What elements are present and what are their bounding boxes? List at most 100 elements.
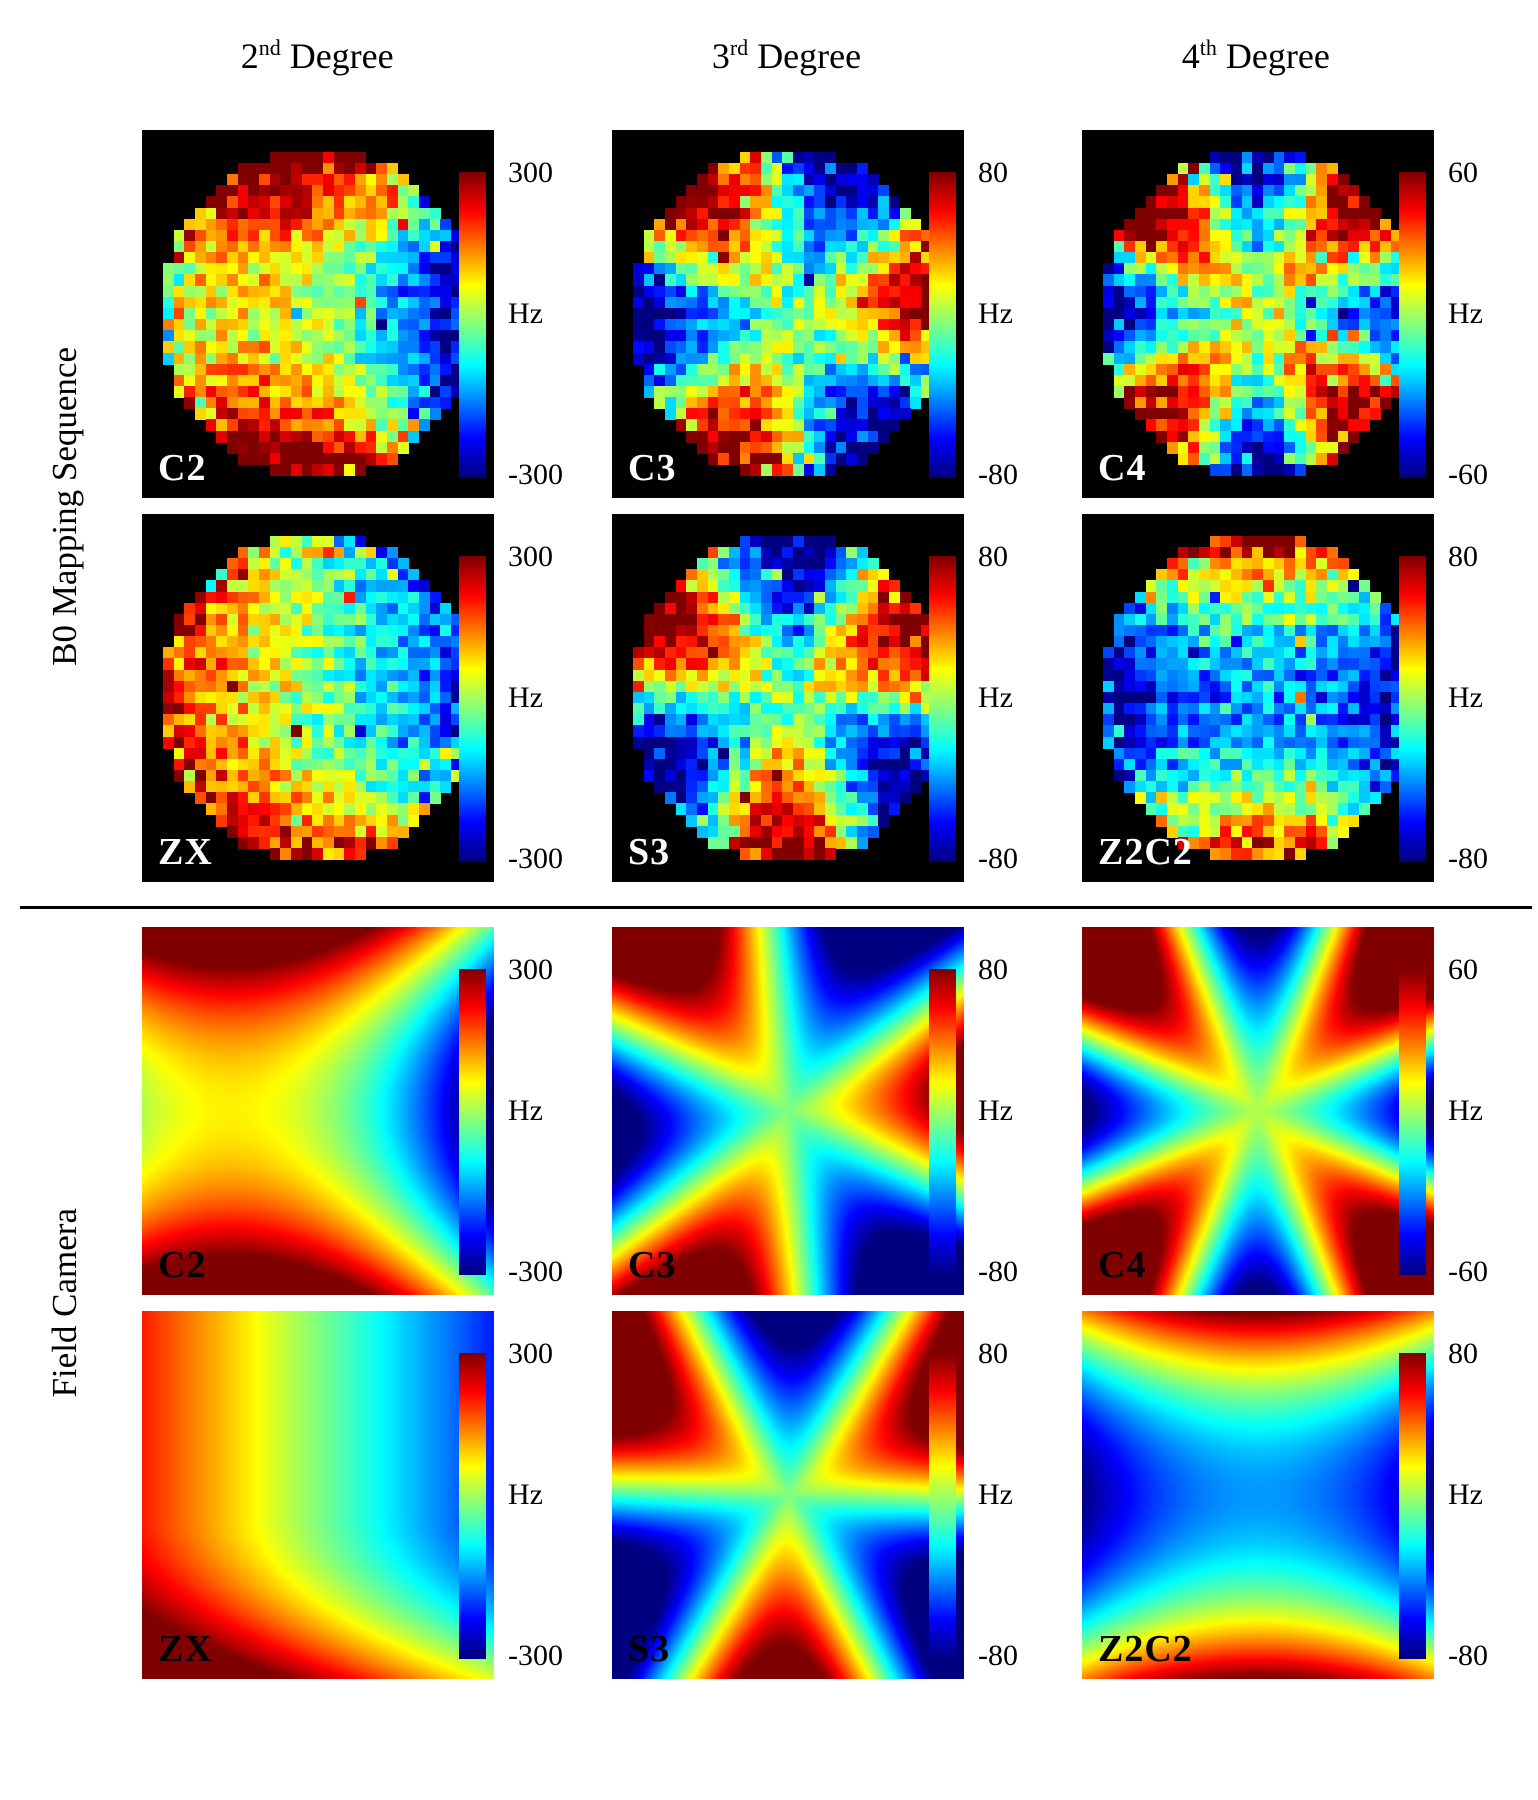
colorbar-max-value: 300 xyxy=(508,1337,553,1370)
b0-c4-heatmap-canvas xyxy=(1082,130,1434,498)
colorbar-max-value: 80 xyxy=(1448,540,1478,573)
fc-zx-map: ZX xyxy=(142,1311,494,1679)
header-number: 3 xyxy=(711,36,730,76)
colorbar-max-value: 300 xyxy=(508,156,553,189)
col-header-4th-degree: 4th Degree xyxy=(1069,35,1538,77)
panel-fc-zx: ZX 300 Hz -300 xyxy=(130,1311,600,1679)
colorbar-min-value: -300 xyxy=(508,842,563,875)
b0-z2c2-map: Z2C2 xyxy=(1082,514,1434,882)
colorbar-unit: Hz xyxy=(978,1478,1013,1511)
header-ordinal-suffix: th xyxy=(1199,35,1217,60)
colorbar-min-value: -60 xyxy=(1448,1255,1488,1288)
b0-zx-map: ZX xyxy=(142,514,494,882)
colorbar-labels: 300 Hz -300 xyxy=(494,130,600,498)
colorbar-unit: Hz xyxy=(1448,297,1483,330)
colorbar-labels: 80 Hz -80 xyxy=(964,130,1070,498)
panel-b0-s3: S3 80 Hz -80 xyxy=(600,514,1070,882)
colorbar-labels: 80 Hz -80 xyxy=(1434,1311,1538,1679)
panel-label: C4 xyxy=(1098,447,1147,489)
colorbar-labels: 300 Hz -300 xyxy=(494,1311,600,1679)
field-camera-panel-grid: C2 300 Hz -300 C3 80 Hz -80 xyxy=(130,927,1538,1679)
b0-s3-map: S3 xyxy=(612,514,964,882)
colorbar-min-value: -80 xyxy=(1448,842,1488,875)
colorbar-unit: Hz xyxy=(508,681,543,714)
panel-b0-c2: C2 300 Hz -300 xyxy=(130,130,600,498)
colorbar-unit: Hz xyxy=(978,297,1013,330)
colorbar-min-value: -300 xyxy=(508,1255,563,1288)
col-header-2nd-degree: 2nd Degree xyxy=(130,35,599,77)
colorbar-max-value: 300 xyxy=(508,540,553,573)
fc-c2-map: C2 xyxy=(142,927,494,1295)
colorbar-unit: Hz xyxy=(978,1094,1013,1127)
panel-b0-c4: C4 60 Hz -60 xyxy=(1070,130,1538,498)
colorbar-unit: Hz xyxy=(508,297,543,330)
colorbar-min-value: -80 xyxy=(978,1639,1018,1672)
panel-label: C2 xyxy=(158,447,207,489)
fc-c3-heatmap-canvas xyxy=(612,927,964,1295)
colorbar-jet xyxy=(1399,1353,1426,1659)
fc-c4-heatmap-canvas xyxy=(1082,927,1434,1295)
colorbar-labels: 80 Hz -80 xyxy=(1434,514,1538,882)
colorbar-min-value: -80 xyxy=(978,458,1018,491)
b0-c2-map: C2 xyxy=(142,130,494,498)
fc-c3-map: C3 xyxy=(612,927,964,1295)
panel-b0-z2c2: Z2C2 80 Hz -80 xyxy=(1070,514,1538,882)
colorbar-jet xyxy=(459,969,486,1275)
colorbar-min-value: -300 xyxy=(508,1639,563,1672)
fc-zx-heatmap-canvas xyxy=(142,1311,494,1679)
field-camera-group: Field Camera C2 300 Hz -300 C3 xyxy=(0,927,1538,1679)
colorbar-min-value: -80 xyxy=(1448,1639,1488,1672)
colorbar-labels: 60 Hz -60 xyxy=(1434,927,1538,1295)
panel-label: Z2C2 xyxy=(1098,1628,1193,1670)
colorbar-labels: 80 Hz -80 xyxy=(964,927,1070,1295)
panel-fc-c3: C3 80 Hz -80 xyxy=(600,927,1070,1295)
colorbar-labels: 80 Hz -80 xyxy=(964,1311,1070,1679)
column-headers: 2nd Degree 3rd Degree 4th Degree xyxy=(0,0,1538,112)
fc-s3-map: S3 xyxy=(612,1311,964,1679)
colorbar-min-value: -300 xyxy=(508,458,563,491)
b0-mapping-group-label: B0 Mapping Sequence xyxy=(0,130,130,882)
panel-label: C2 xyxy=(158,1244,207,1286)
colorbar-max-value: 80 xyxy=(978,156,1008,189)
field-camera-group-label: Field Camera xyxy=(0,927,130,1679)
panel-fc-c2: C2 300 Hz -300 xyxy=(130,927,600,1295)
colorbar-max-value: 60 xyxy=(1448,953,1478,986)
colorbar-unit: Hz xyxy=(1448,1094,1483,1127)
colorbar-max-value: 80 xyxy=(978,953,1008,986)
panel-label: Z2C2 xyxy=(1098,831,1193,873)
colorbar-min-value: -80 xyxy=(978,842,1018,875)
panel-label: ZX xyxy=(158,1628,213,1670)
colorbar-jet xyxy=(1399,556,1426,862)
colorbar-unit: Hz xyxy=(1448,1478,1483,1511)
colorbar-jet xyxy=(929,172,956,478)
b0-zx-heatmap-canvas xyxy=(142,514,494,882)
colorbar-labels: 80 Hz -80 xyxy=(964,514,1070,882)
header-ordinal-suffix: rd xyxy=(729,35,749,60)
colorbar-unit: Hz xyxy=(978,681,1013,714)
colorbar-jet xyxy=(929,556,956,862)
colorbar-jet xyxy=(459,172,486,478)
colorbar-max-value: 80 xyxy=(1448,1337,1478,1370)
panel-b0-c3: C3 80 Hz -80 xyxy=(600,130,1070,498)
group-label-text: B0 Mapping Sequence xyxy=(45,346,84,666)
b0-z2c2-heatmap-canvas xyxy=(1082,514,1434,882)
colorbar-min-value: -60 xyxy=(1448,458,1488,491)
colorbar-max-value: 80 xyxy=(978,1337,1008,1370)
colorbar-jet xyxy=(459,1353,486,1659)
b0-c3-map: C3 xyxy=(612,130,964,498)
panel-label: C3 xyxy=(628,447,677,489)
colorbar-jet xyxy=(459,556,486,862)
section-divider-line xyxy=(20,906,1532,909)
colorbar-min-value: -80 xyxy=(978,1255,1018,1288)
panel-label: ZX xyxy=(158,831,213,873)
b0-c3-heatmap-canvas xyxy=(612,130,964,498)
fc-c4-map: C4 xyxy=(1082,927,1434,1295)
panel-fc-c4: C4 60 Hz -60 xyxy=(1070,927,1538,1295)
fc-c2-heatmap-canvas xyxy=(142,927,494,1295)
panel-fc-s3: S3 80 Hz -80 xyxy=(600,1311,1070,1679)
colorbar-jet xyxy=(1399,969,1426,1275)
b0-c2-heatmap-canvas xyxy=(142,130,494,498)
b0-panel-grid: C2 300 Hz -300 C3 80 Hz -80 xyxy=(130,130,1538,882)
colorbar-unit: Hz xyxy=(1448,681,1483,714)
